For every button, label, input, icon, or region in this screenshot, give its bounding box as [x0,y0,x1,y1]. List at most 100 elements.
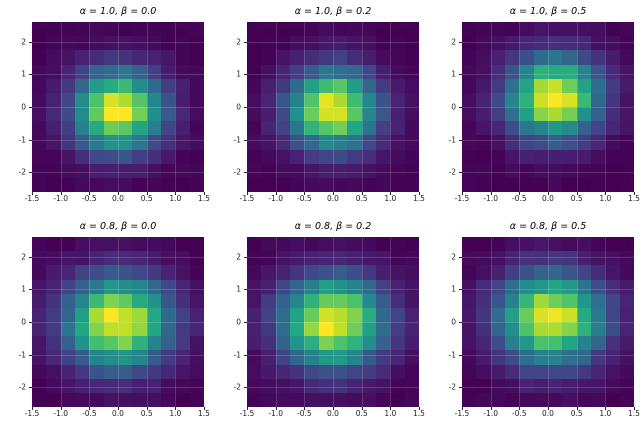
heatmap-cell [117,378,133,393]
heatmap-cell [275,135,290,150]
heatmap-cell [404,22,419,37]
heatmap-cell [32,36,47,51]
x-tick-mark [419,192,420,195]
heatmap-cell [332,307,348,322]
heatmap-cell [490,392,505,407]
heatmap-cell [160,265,176,280]
heatmap-cell [32,64,47,79]
heatmap-cell [619,64,634,79]
heatmap-cell [247,350,262,365]
heatmap-cell [60,50,75,65]
heatmap-cell [547,121,563,136]
heatmap-cell [103,36,118,51]
heatmap-cell [318,350,333,365]
heatmap-cell [361,149,376,164]
heatmap-cell [519,121,534,136]
heatmap-cell [504,237,520,252]
heatmap-cell [318,322,333,337]
heatmap-cell [519,135,534,150]
heatmap-cell [547,336,563,351]
heatmap-cell [275,36,290,51]
heatmap-cell [289,350,305,365]
heatmap-cell [189,121,204,136]
heatmap-cell [404,149,419,164]
y-tick-mark [29,139,32,141]
heatmap-cell [490,336,505,351]
heatmap-cell [117,107,133,122]
x-tick-mark [462,192,463,195]
heatmap-cell [404,177,419,192]
heatmap-cell [462,92,477,107]
heatmap-cell [361,336,376,351]
heatmap-cell [146,251,161,266]
heatmap-cell [590,307,606,322]
heatmap-cell [103,322,118,337]
heatmap-cell [261,378,276,393]
heatmap-cell [347,364,362,379]
heatmap-cell [476,177,491,192]
heatmap-cell [189,237,204,252]
heatmap-cell [361,251,376,266]
heatmap-cell [361,364,376,379]
heatmap-cell [117,135,133,150]
heatmap-cell [619,78,634,93]
heatmap-cell [132,149,147,164]
heatmap-cell [189,135,204,150]
heatmap-cell [275,149,290,164]
heatmap-cell [375,177,391,192]
heatmap-cell [576,78,591,93]
heatmap-cell [289,322,305,337]
heatmap-cell [375,364,391,379]
heatmap-cell [60,279,75,294]
heatmap-cell [46,265,61,280]
heatmap-cell [404,78,419,93]
heatmap-cell [332,364,348,379]
heatmap-cell [132,64,147,79]
x-tick-label: -1.5 [454,409,470,418]
heatmap-cell [46,322,61,337]
heatmap-cell [519,22,534,37]
heatmap-cell [117,92,133,107]
heatmap-cell [318,364,333,379]
heatmap-cell [304,149,319,164]
x-tick-mark [304,192,306,195]
heatmap-cell [247,364,262,379]
heatmap-cell [332,350,348,365]
heatmap-cell [89,107,104,122]
x-tick-label: 1.5 [198,409,210,418]
heatmap-cell [160,378,176,393]
heatmap-cell [375,251,391,266]
x-tick-mark [275,407,277,410]
x-tick-mark [634,192,635,195]
subplot-title: α = 0.8, β = 0.5 [509,221,587,232]
heatmap-cell [576,177,591,192]
heatmap-cell [160,336,176,351]
heatmap-cell [275,350,290,365]
heatmap-cell [476,107,491,122]
heatmap-cell [332,322,348,337]
y-tick-label: 0 [451,102,456,112]
heatmap-cell [146,307,161,322]
heatmap-cell [247,392,262,407]
heatmap-cell [318,107,333,122]
heatmap-cell [32,107,47,122]
heatmap-cell [132,322,147,337]
heatmap-cell [562,22,577,37]
heatmap-cell [304,322,319,337]
x-tick-label: 0.5 [570,194,583,203]
heatmap-cell [304,163,319,178]
x-tick-label: 1.0 [169,194,182,203]
heatmap-cell [318,237,333,252]
heatmap-cell [504,177,520,192]
heatmap-cell [375,22,391,37]
heatmap-cell [146,121,161,136]
heatmap-cell [576,237,591,252]
heatmap-cell [462,265,477,280]
heatmap-cell [261,364,276,379]
heatmap-cell [247,50,262,65]
heatmap-cell [533,36,548,51]
heatmap-cell [404,350,419,365]
heatmap-cell [46,149,61,164]
heatmap-cell [132,350,147,365]
heatmap-cell [175,237,190,252]
